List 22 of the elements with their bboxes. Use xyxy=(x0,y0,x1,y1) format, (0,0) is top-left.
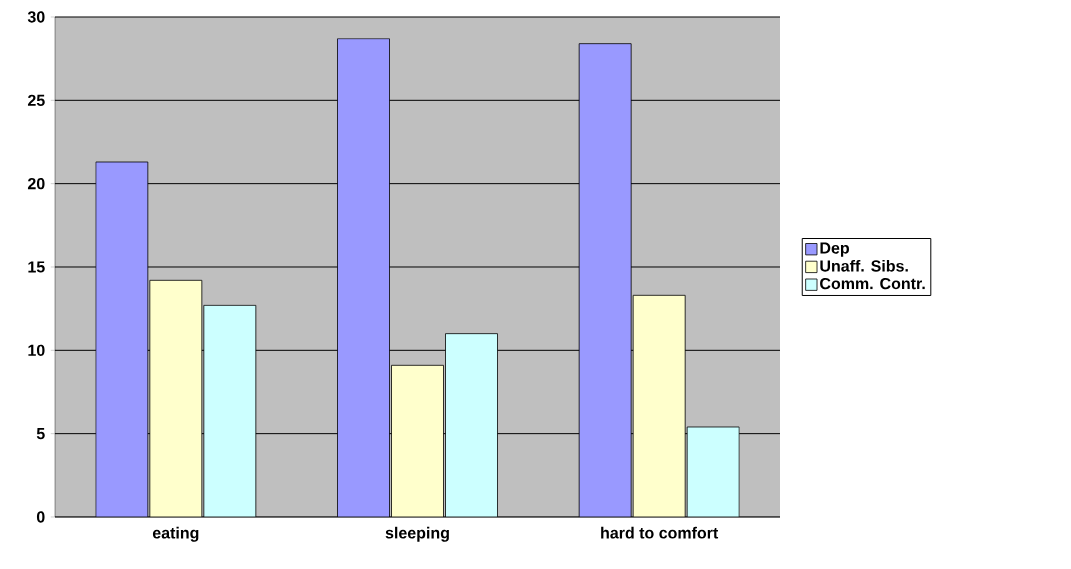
y-tick-label: 25 xyxy=(27,94,45,106)
legend-label: Comm. Contr. xyxy=(820,277,925,290)
x-tick-label: sleeping xyxy=(385,526,449,542)
legend-label: Unaff. Sibs. xyxy=(820,259,908,272)
y-tick-label: 30 xyxy=(27,11,45,23)
x-tick-label: eating xyxy=(152,526,199,542)
bar xyxy=(203,304,257,517)
bar xyxy=(149,279,203,517)
bar xyxy=(578,43,632,517)
x-tick-label: hard to comfort xyxy=(601,526,719,539)
bar xyxy=(686,426,740,517)
bar xyxy=(95,161,149,517)
y-tick-label: 15 xyxy=(28,261,45,273)
y-tick-label: 5 xyxy=(36,428,45,440)
y-tick-label: 20 xyxy=(27,178,45,190)
bar xyxy=(632,294,686,517)
bar xyxy=(391,364,444,517)
legend-label: Dep xyxy=(820,242,849,257)
bar xyxy=(445,333,498,517)
y-tick-label: 0 xyxy=(36,511,45,523)
bar xyxy=(337,38,390,517)
y-tick-label: 10 xyxy=(28,344,45,356)
